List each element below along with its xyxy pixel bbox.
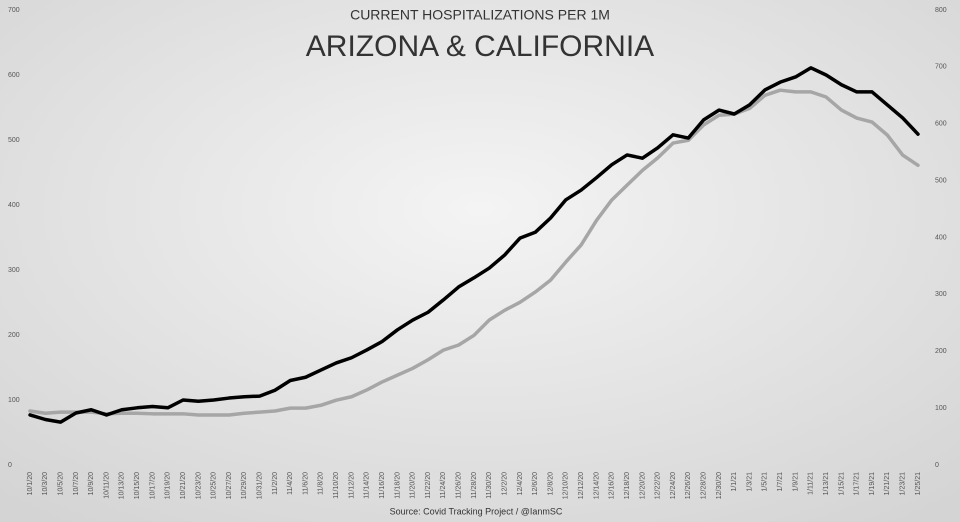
y2-tick-label: 800 xyxy=(935,7,947,14)
y2-tick-label: 500 xyxy=(935,177,947,184)
x-tick-label: 1/1/21 xyxy=(731,472,738,492)
x-tick-label: 10/11/20 xyxy=(103,472,110,499)
x-tick-label: 1/3/21 xyxy=(746,472,753,492)
x-tick-label: 10/17/20 xyxy=(149,472,156,499)
x-tick-label: 12/2/20 xyxy=(501,472,508,495)
x-tick-label: 1/17/21 xyxy=(854,472,861,495)
x-tick-label: 11/26/20 xyxy=(456,472,463,499)
x-tick-label: 10/15/20 xyxy=(134,472,141,499)
x-tick-label: 1/11/21 xyxy=(808,472,815,495)
x-tick-label: 10/5/20 xyxy=(57,472,64,495)
source-note: Source: Covid Tracking Project / @IanmSC xyxy=(390,506,563,516)
x-tick-label: 11/8/20 xyxy=(318,472,325,495)
x-tick-label: 12/28/20 xyxy=(700,472,707,499)
x-tick-label: 1/5/21 xyxy=(762,472,769,492)
data-line xyxy=(28,88,920,417)
y-tick-label: 500 xyxy=(8,137,20,144)
y-tick-label: 200 xyxy=(8,332,20,339)
x-tick-label: 12/22/20 xyxy=(655,472,662,499)
x-tick-label: 12/20/20 xyxy=(639,472,646,499)
x-tick-label: 12/6/20 xyxy=(532,472,539,495)
x-tick-label: 1/19/21 xyxy=(869,472,876,495)
x-tick-label: 10/9/20 xyxy=(88,472,95,495)
x-tick-label: 11/16/20 xyxy=(379,472,386,499)
x-tick-label: 1/13/21 xyxy=(823,472,830,495)
x-tick-label: 1/25/21 xyxy=(915,472,922,495)
x-tick-label: 10/13/20 xyxy=(119,472,126,499)
x-tick-label: 10/1/20 xyxy=(27,472,34,495)
x-tick-label: 11/12/20 xyxy=(348,472,355,499)
x-tick-label: 12/8/20 xyxy=(547,472,554,495)
x-tick-label: 10/23/20 xyxy=(195,472,202,499)
x-tick-label: 10/31/20 xyxy=(256,472,263,499)
x-tick-label: 12/24/20 xyxy=(670,472,677,499)
x-tick-label: 11/20/20 xyxy=(410,472,417,499)
y-tick-label: 0 xyxy=(8,462,12,469)
x-tick-label: 12/14/20 xyxy=(593,472,600,499)
x-tick-label: 11/24/20 xyxy=(440,472,447,499)
x-tick-label: 12/16/20 xyxy=(609,472,616,499)
x-tick-label: 1/9/21 xyxy=(792,472,799,492)
x-tick-label: 11/30/20 xyxy=(486,472,493,499)
x-tick-label: 1/7/21 xyxy=(777,472,784,492)
x-tick-label: 11/28/20 xyxy=(471,472,478,499)
y-tick-label: 300 xyxy=(8,267,20,274)
x-tick-label: 12/4/20 xyxy=(517,472,524,495)
x-tick-label: 12/12/20 xyxy=(578,472,585,499)
chart-title: CURRENT HOSPITALIZATIONS PER 1M xyxy=(350,7,610,23)
x-tick-label: 12/30/20 xyxy=(716,472,723,499)
x-tick-label: 11/18/20 xyxy=(394,472,401,499)
x-tick-label: 11/2/20 xyxy=(272,472,279,495)
y2-tick-label: 700 xyxy=(935,64,947,71)
y2-tick-label: 400 xyxy=(935,234,947,241)
y2-tick-label: 100 xyxy=(935,405,947,412)
y2-tick-label: 0 xyxy=(935,462,939,469)
y-tick-label: 700 xyxy=(8,7,20,14)
x-tick-label: 12/26/20 xyxy=(685,472,692,499)
y-tick-label: 100 xyxy=(8,397,20,404)
data-line xyxy=(28,66,920,424)
y2-tick-label: 200 xyxy=(935,348,947,355)
x-tick-label: 11/10/20 xyxy=(333,472,340,499)
x-tick-label: 1/21/21 xyxy=(884,472,891,495)
y2-tick-label: 300 xyxy=(935,291,947,298)
x-tick-label: 11/6/20 xyxy=(302,472,309,495)
x-tick-label: 12/18/20 xyxy=(624,472,631,499)
x-tick-label: 10/29/20 xyxy=(241,472,248,499)
x-tick-label: 10/7/20 xyxy=(73,472,80,495)
x-tick-label: 10/21/20 xyxy=(180,472,187,499)
x-tick-label: 11/14/20 xyxy=(364,472,371,499)
x-tick-label: 1/23/21 xyxy=(900,472,907,495)
x-tick-label: 11/4/20 xyxy=(287,472,294,495)
x-tick-label: 12/10/20 xyxy=(563,472,570,499)
chart-subtitle: ARIZONA & CALIFORNIA xyxy=(306,30,654,63)
x-tick-label: 1/15/21 xyxy=(838,472,845,495)
x-tick-label: 11/22/20 xyxy=(425,472,432,499)
x-tick-label: 10/25/20 xyxy=(211,472,218,499)
x-tick-label: 10/19/20 xyxy=(165,472,172,499)
y-tick-label: 400 xyxy=(8,202,20,209)
x-tick-label: 10/3/20 xyxy=(42,472,49,495)
x-tick-label: 10/27/20 xyxy=(226,472,233,499)
y-tick-label: 600 xyxy=(8,72,20,79)
y2-tick-label: 600 xyxy=(935,121,947,128)
